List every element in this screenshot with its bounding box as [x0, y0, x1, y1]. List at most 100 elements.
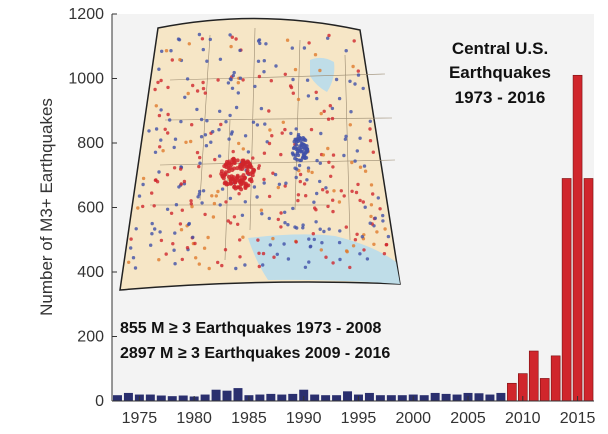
- epicenter-dot: [371, 150, 375, 154]
- epicenter-dot: [319, 131, 323, 136]
- epicenter-dot: [217, 154, 222, 158]
- epicenter-dot: [169, 211, 174, 215]
- epicenter-dot: [298, 179, 302, 184]
- epicenter-dot: [294, 240, 298, 244]
- epicenter-dot: [157, 170, 161, 174]
- epicenter-dot: [296, 193, 301, 197]
- epicenter-dot: [330, 116, 335, 121]
- epicenter-dot: [157, 258, 161, 262]
- x-axis: 1975 1980 1985 1990 1995 2000 2005 2010 2015: [112, 396, 595, 427]
- epicenter-dot: [302, 182, 307, 186]
- epicenter-dot: [208, 174, 213, 178]
- epicenter-dot: [238, 166, 243, 171]
- epicenter-dot: [384, 243, 388, 247]
- epicenter-dot: [339, 189, 343, 193]
- epicenter-dot: [356, 73, 361, 77]
- epicenter-dot: [197, 192, 201, 196]
- epicenter-dot: [373, 216, 377, 220]
- epicenter-dot: [296, 153, 301, 157]
- y-tick-label: 600: [77, 200, 104, 217]
- epicenter-dot: [331, 198, 335, 202]
- epicenter-dot: [252, 185, 257, 189]
- epicenter-dot: [172, 248, 176, 252]
- epicenter-dot: [376, 196, 380, 200]
- epicenter-dot: [211, 130, 215, 134]
- epicenter-dot: [368, 119, 372, 124]
- epicenter-dot: [291, 206, 295, 211]
- epicenter-dot: [193, 241, 197, 246]
- epicenter-dot: [159, 238, 164, 243]
- epicenter-dot: [178, 222, 183, 226]
- epicenter-dot: [127, 260, 131, 264]
- epicenter-dot: [242, 164, 247, 169]
- bar-2015: [572, 74, 583, 402]
- earthquake-dots: [127, 32, 391, 271]
- bar-2016: [583, 178, 594, 402]
- epicenter-dot: [270, 134, 274, 138]
- epicenter-dot: [362, 248, 366, 252]
- epicenter-dot: [224, 200, 228, 204]
- epicenter-dot: [324, 255, 328, 259]
- epicenter-dot: [344, 249, 349, 253]
- epicenter-dot: [250, 170, 255, 175]
- epicenter-dot: [368, 127, 372, 131]
- epicenter-dot: [285, 38, 290, 42]
- epicenter-dot: [231, 73, 235, 78]
- epicenter-dot: [198, 161, 202, 165]
- y-tick-label: 800: [77, 135, 104, 152]
- epicenter-dot: [331, 153, 336, 157]
- epicenter-dot: [202, 246, 207, 250]
- epicenter-dot: [320, 241, 324, 245]
- epicenter-dot: [375, 230, 379, 234]
- epicenter-dot: [183, 95, 187, 100]
- epicenter-dot: [293, 166, 297, 170]
- epicenter-dot: [229, 132, 234, 136]
- epicenter-dot: [261, 263, 265, 267]
- epicenter-dot: [274, 64, 278, 68]
- epicenter-dot: [189, 139, 193, 144]
- epicenter-dot: [208, 37, 212, 42]
- epicenter-dot: [276, 185, 280, 190]
- epicenter-dot: [330, 106, 335, 111]
- epicenter-dot: [239, 175, 244, 180]
- epicenter-dot: [318, 227, 322, 231]
- epicenter-dot: [240, 213, 245, 217]
- epicenter-dot: [303, 265, 308, 269]
- epicenter-dot: [293, 156, 297, 161]
- x-tick-label: 1995: [341, 410, 377, 427]
- epicenter-dot: [302, 46, 307, 50]
- epicenter-dot: [356, 69, 360, 73]
- epicenter-dot: [137, 194, 142, 198]
- epicenter-dot: [232, 184, 237, 189]
- epicenter-dot: [326, 36, 330, 40]
- epicenter-dot: [172, 145, 176, 150]
- epicenter-dot: [298, 149, 302, 153]
- epicenter-dot: [310, 170, 314, 175]
- epicenter-dot: [318, 161, 322, 165]
- epicenter-dot: [305, 78, 310, 82]
- epicenter-dot: [141, 182, 145, 187]
- epicenter-dot: [163, 127, 167, 131]
- epicenter-dot: [195, 150, 200, 155]
- epicenter-dot: [260, 212, 264, 216]
- epicenter-dot: [150, 232, 154, 236]
- epicenter-dot: [201, 86, 206, 91]
- epicenter-dot: [216, 78, 220, 82]
- epicenter-dot: [219, 122, 223, 127]
- epicenter-dot: [293, 67, 298, 72]
- epicenter-dot: [226, 81, 231, 85]
- epicenter-dot: [315, 191, 319, 196]
- epicenter-dot: [312, 237, 316, 242]
- epicenter-dot: [223, 248, 228, 252]
- epicenter-dot: [257, 251, 261, 255]
- epicenter-dot: [247, 161, 252, 166]
- epicenter-dot: [342, 153, 346, 158]
- epicenter-dot: [353, 159, 357, 163]
- epicenter-dot: [235, 175, 240, 179]
- epicenter-dot: [358, 136, 362, 140]
- epicenter-dot: [326, 204, 330, 209]
- epicenter-dot: [337, 240, 342, 245]
- epicenter-dot: [262, 151, 267, 155]
- bar-2006: [474, 393, 484, 401]
